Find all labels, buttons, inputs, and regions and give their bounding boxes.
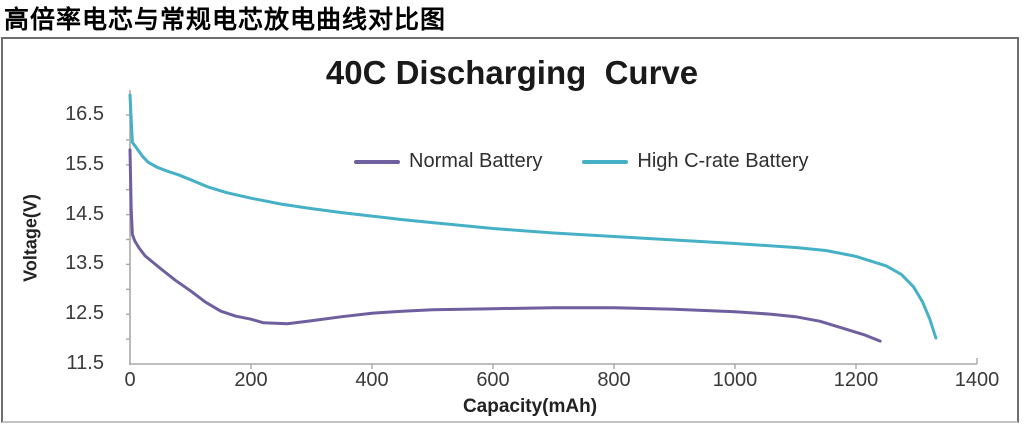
y-axis-title: Voltage(V) [20, 194, 41, 282]
x-tick-label: 0 [124, 369, 136, 391]
series-line-1 [128, 93, 938, 340]
x-tick-label: 200 [234, 369, 268, 391]
legend: Normal Battery High C-rate Battery [354, 150, 809, 173]
legend-item-high-c-rate-battery: High C-rate Battery [582, 150, 809, 173]
y-tick-label: 12.5 [65, 302, 104, 325]
y-tick-label: 14.5 [65, 202, 104, 225]
legend-label: High C-rate Battery [637, 150, 809, 172]
legend-line-icon [354, 159, 400, 164]
x-tick-label: 600 [476, 369, 510, 391]
y-tick-label: 13.5 [65, 252, 104, 275]
x-tick-label: 800 [597, 369, 631, 391]
x-tick-label: 1400 [954, 369, 1000, 391]
x-tick-label: 400 [355, 369, 389, 391]
x-tick-label: 1200 [833, 369, 879, 391]
x-tick-label: 1000 [712, 369, 758, 391]
legend-item-normal-battery: Normal Battery [354, 150, 542, 173]
document-title: 高倍率电芯与常规电芯放电曲线对比图 [4, 6, 447, 34]
y-tick-label: 16.5 [65, 103, 104, 125]
chart-title: 40C Discharging Curve [325, 54, 699, 91]
legend-label: Normal Battery [409, 150, 543, 172]
series-line-0 [128, 148, 882, 343]
x-axis-title: Capacity(mAh) [462, 396, 598, 417]
y-tick-label: 15.5 [65, 152, 104, 175]
y-tick-label: 11.5 [66, 352, 104, 374]
legend-line-icon [582, 159, 629, 164]
